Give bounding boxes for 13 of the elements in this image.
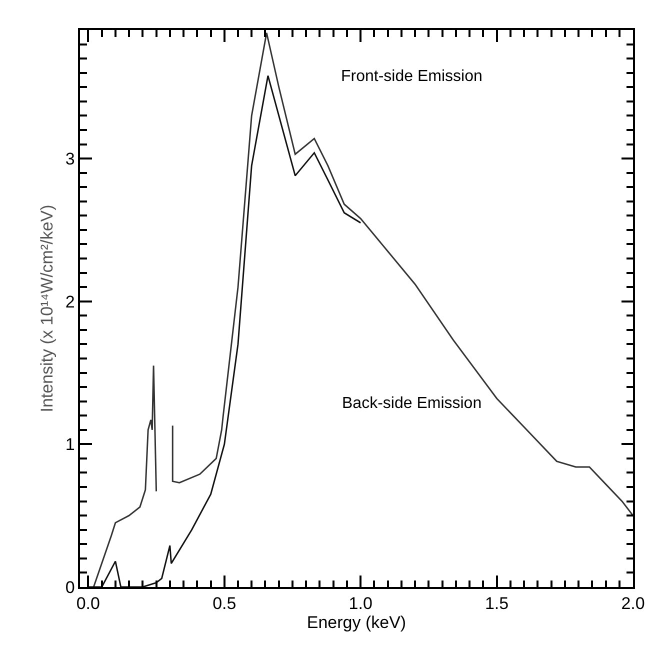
x-tick-label: 0.5	[212, 594, 236, 614]
y-tick-label: 2	[65, 292, 75, 312]
annotation: Back-side Emission	[342, 395, 482, 412]
y-tick-label: 0	[65, 578, 75, 597]
x-tick-label: 1.5	[484, 594, 509, 614]
x-tick-label: 0.0	[76, 594, 100, 614]
x-tick-label: 2.0	[621, 594, 645, 614]
y-axis-title: Intensity (x 10¹⁴W/cm²/keV)	[37, 204, 56, 412]
x-axis-title: Energy (keV)	[306, 613, 406, 632]
annotation: Front-side Emission	[341, 68, 482, 85]
y-tick-label: 1	[65, 435, 75, 454]
x-tick-label: 1.0	[348, 594, 372, 614]
y-tick-label: 3	[65, 149, 75, 168]
